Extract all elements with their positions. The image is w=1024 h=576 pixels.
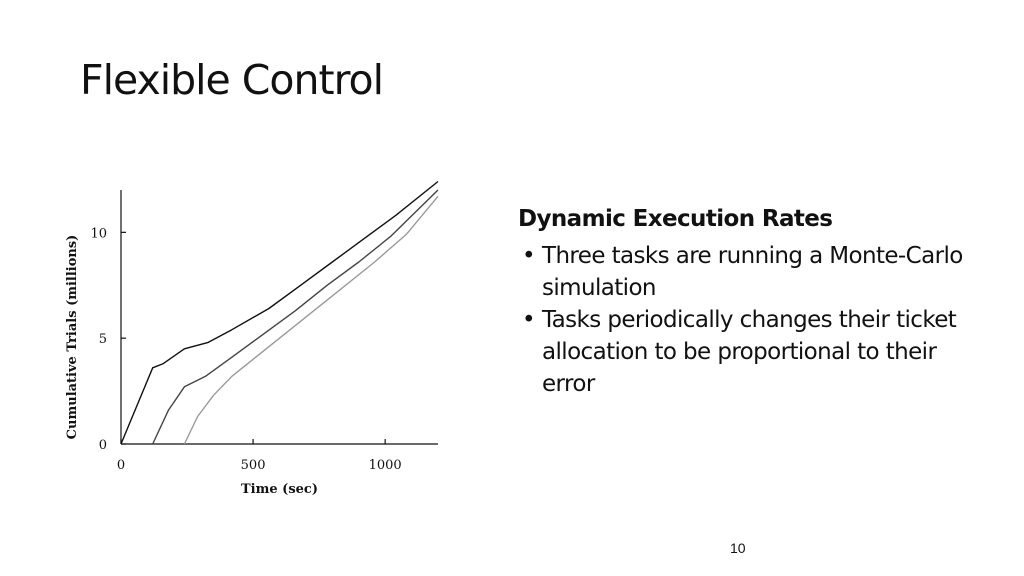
- chart-series-layer: [120, 180, 439, 445]
- chart-axes: 0 500 1000 0 5 10: [90, 190, 438, 473]
- x-tick-label: 500: [241, 458, 266, 473]
- y-tick-label: 0: [99, 438, 107, 453]
- x-tick-label: 0: [117, 458, 125, 473]
- y-tick-label: 10: [90, 226, 107, 241]
- x-axis-title: Time (sec): [241, 482, 318, 497]
- bullet-icon: •: [522, 243, 536, 269]
- y-axis-title: Cumulative Trials (millions): [65, 235, 80, 440]
- series-line-1: [120, 180, 439, 445]
- line-chart: 0 500 1000 0 5 10 Time (sec) Cumulative Trial…: [65, 180, 439, 497]
- x-tick-label: 1000: [369, 458, 402, 473]
- text-block: Dynamic Execution Rates • Three tasks ar…: [518, 204, 968, 400]
- bullet-item-1: • Three tasks are running a Monte-Carlo …: [518, 240, 968, 304]
- bullet-list: • Three tasks are running a Monte-Carlo …: [518, 240, 968, 400]
- bullet-icon: •: [522, 307, 536, 333]
- page-number: 10: [730, 540, 746, 556]
- chart-container: 0 500 1000 0 5 10 Time (sec) Cumulative Trial…: [60, 180, 460, 500]
- bullet-text-1: Three tasks are running a Monte-Carlo si…: [542, 243, 963, 301]
- bullet-text-2: Tasks periodically changes their ticket …: [542, 307, 957, 397]
- series-line-2: [152, 189, 439, 445]
- slide-title: Flexible Control: [80, 56, 384, 104]
- bullet-item-2: • Tasks periodically changes their ticke…: [518, 304, 968, 400]
- text-heading: Dynamic Execution Rates: [518, 206, 833, 232]
- y-tick-label: 5: [99, 332, 107, 347]
- series-line-3: [183, 195, 439, 445]
